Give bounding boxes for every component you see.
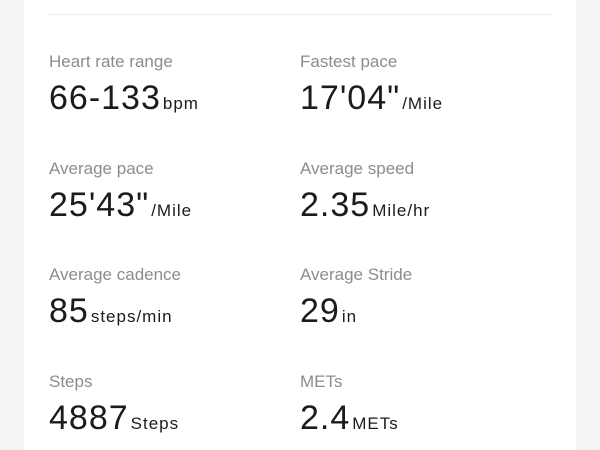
metric-value-line: 2.4 METs — [300, 398, 540, 445]
metric-value-line: 29 in — [300, 291, 540, 338]
metric-value-line: 66-133 bpm — [49, 78, 289, 125]
metric-value: 2.35 — [300, 186, 371, 224]
metric-fastest-pace: Fastest pace 17'04"/Mile — [300, 52, 540, 125]
metric-average-pace: Average pace 25'43"/Mile — [49, 159, 289, 232]
metric-unit: /Mile — [151, 201, 193, 220]
metric-unit: /Mile — [402, 94, 444, 113]
metric-value-line: 25'43"/Mile — [49, 185, 289, 232]
metric-label: Heart rate range — [49, 52, 173, 71]
metric-label: Average speed — [300, 159, 415, 178]
metric-steps: Steps 4887 Steps — [49, 372, 289, 445]
workout-stats-card: Heart rate range 66-133 bpm Fastest pace … — [24, 0, 576, 450]
metric-unit: Mile/hr — [372, 201, 431, 220]
metric-value: 66-133 — [49, 79, 161, 117]
metric-average-cadence: Average cadence 85 steps/min — [49, 265, 289, 338]
metric-mets: METs 2.4 METs — [300, 372, 540, 445]
metric-label: Steps — [49, 372, 93, 391]
metric-unit: in — [341, 307, 358, 326]
metric-label: Average pace — [49, 159, 154, 178]
metric-heart-rate-range: Heart rate range 66-133 bpm — [49, 52, 289, 125]
metric-average-stride: Average Stride 29 in — [300, 265, 540, 338]
metric-value: 25'43" — [49, 186, 150, 224]
metric-label: Average Stride — [300, 265, 413, 284]
metric-value: 17'04" — [300, 79, 401, 117]
metric-value: 29 — [300, 292, 340, 330]
metric-label: Fastest pace — [300, 52, 398, 71]
metric-value-line: 17'04"/Mile — [300, 78, 540, 125]
metric-value-line: 2.35 Mile/hr — [300, 185, 540, 232]
metric-value-line: 85 steps/min — [49, 291, 289, 338]
metric-average-speed: Average speed 2.35 Mile/hr — [300, 159, 540, 232]
metric-label: Average cadence — [49, 265, 182, 284]
metric-unit: METs — [352, 414, 399, 433]
metric-value-line: 4887 Steps — [49, 398, 289, 445]
metric-unit: steps/min — [90, 307, 173, 326]
metric-unit: Steps — [130, 414, 180, 433]
metric-value: 2.4 — [300, 399, 351, 437]
metric-value: 4887 — [49, 399, 129, 437]
metric-value: 85 — [49, 292, 89, 330]
metric-label: METs — [300, 372, 343, 391]
top-divider — [48, 14, 552, 15]
metric-unit: bpm — [162, 94, 199, 113]
